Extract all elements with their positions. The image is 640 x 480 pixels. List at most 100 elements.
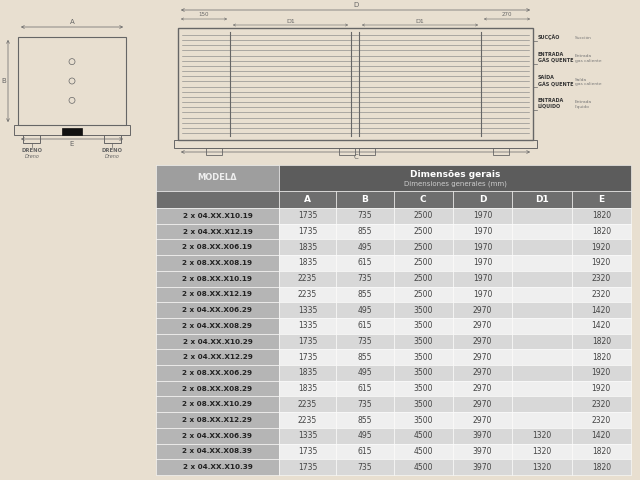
Bar bbox=[572, 255, 631, 271]
Text: 1835: 1835 bbox=[298, 384, 317, 393]
Text: 2500: 2500 bbox=[413, 258, 433, 267]
Text: DRENO: DRENO bbox=[22, 148, 42, 153]
Bar bbox=[394, 271, 453, 287]
Text: 3970: 3970 bbox=[473, 463, 492, 472]
Text: 855: 855 bbox=[358, 416, 372, 424]
Bar bbox=[572, 191, 631, 208]
Text: ENTRADA
LÍQUIDO: ENTRADA LÍQUIDO bbox=[538, 97, 564, 109]
Bar bbox=[572, 287, 631, 302]
Bar bbox=[394, 349, 453, 365]
Bar bbox=[279, 349, 336, 365]
Text: 3500: 3500 bbox=[413, 416, 433, 424]
Bar bbox=[512, 224, 572, 240]
Text: 615: 615 bbox=[358, 258, 372, 267]
Text: 495: 495 bbox=[358, 306, 372, 314]
Text: 735: 735 bbox=[358, 400, 372, 409]
Bar bbox=[394, 287, 453, 302]
Bar bbox=[512, 240, 572, 255]
Text: 2 x 08.XX.X06.19: 2 x 08.XX.X06.19 bbox=[182, 244, 253, 250]
Bar bbox=[453, 318, 512, 334]
Bar bbox=[572, 224, 631, 240]
Bar bbox=[394, 255, 453, 271]
Bar bbox=[279, 302, 336, 318]
Text: Saída
gas caliente: Saída gas caliente bbox=[575, 78, 602, 86]
Bar bbox=[453, 459, 512, 475]
Bar bbox=[156, 381, 279, 396]
Bar bbox=[156, 271, 279, 287]
Bar bbox=[336, 459, 394, 475]
Text: 2970: 2970 bbox=[473, 306, 492, 314]
Text: E: E bbox=[598, 195, 604, 204]
Text: 495: 495 bbox=[358, 369, 372, 377]
Text: 3970: 3970 bbox=[473, 447, 492, 456]
Text: D: D bbox=[353, 2, 358, 8]
Bar bbox=[453, 271, 512, 287]
Text: A: A bbox=[304, 195, 311, 204]
Text: 855: 855 bbox=[358, 290, 372, 299]
Bar bbox=[156, 165, 279, 191]
Text: 2500: 2500 bbox=[413, 211, 433, 220]
Text: 150: 150 bbox=[199, 12, 209, 17]
Text: Entrada
líquido: Entrada líquido bbox=[575, 100, 592, 109]
Text: B: B bbox=[1, 78, 6, 84]
Text: 2235: 2235 bbox=[298, 274, 317, 283]
Text: 1735: 1735 bbox=[298, 227, 317, 236]
Text: 2 x 08.XX.X10.29: 2 x 08.XX.X10.29 bbox=[182, 401, 252, 408]
Bar bbox=[512, 349, 572, 365]
Bar bbox=[512, 381, 572, 396]
Bar bbox=[394, 428, 453, 444]
Text: D1: D1 bbox=[535, 195, 549, 204]
Text: C: C bbox=[420, 195, 426, 204]
Text: Dreno: Dreno bbox=[24, 154, 40, 159]
Text: 2 x 04.XX.X10.39: 2 x 04.XX.X10.39 bbox=[182, 464, 252, 470]
Text: 1820: 1820 bbox=[592, 227, 611, 236]
Bar bbox=[156, 224, 279, 240]
Bar bbox=[453, 240, 512, 255]
Text: Dimensões gerais: Dimensões gerais bbox=[410, 169, 500, 179]
Text: 1970: 1970 bbox=[473, 227, 492, 236]
Text: 4500: 4500 bbox=[413, 463, 433, 472]
Text: A: A bbox=[70, 19, 74, 25]
Bar bbox=[512, 287, 572, 302]
Bar bbox=[572, 428, 631, 444]
Bar bbox=[156, 459, 279, 475]
Bar bbox=[336, 271, 394, 287]
Bar bbox=[572, 365, 631, 381]
Bar bbox=[394, 224, 453, 240]
Text: MODELΔ: MODELΔ bbox=[198, 173, 237, 182]
Bar bbox=[156, 412, 279, 428]
Text: 1320: 1320 bbox=[532, 447, 552, 456]
Text: 2500: 2500 bbox=[413, 243, 433, 252]
Bar bbox=[394, 240, 453, 255]
Text: 1970: 1970 bbox=[473, 274, 492, 283]
Bar bbox=[336, 208, 394, 224]
Text: 1920: 1920 bbox=[592, 258, 611, 267]
Text: 1420: 1420 bbox=[592, 306, 611, 314]
Text: 735: 735 bbox=[358, 463, 372, 472]
Text: 1820: 1820 bbox=[592, 463, 611, 472]
Bar bbox=[453, 349, 512, 365]
Bar bbox=[14, 125, 130, 135]
Bar bbox=[156, 255, 279, 271]
Bar bbox=[156, 396, 279, 412]
Text: 2 x 04.XX.X08.29: 2 x 04.XX.X08.29 bbox=[182, 323, 252, 329]
Text: ENTRADA
GÁS QUENTE: ENTRADA GÁS QUENTE bbox=[538, 52, 573, 63]
Bar bbox=[453, 365, 512, 381]
Bar bbox=[336, 381, 394, 396]
Bar bbox=[493, 148, 509, 155]
Text: Dimensiones generales (mm): Dimensiones generales (mm) bbox=[404, 180, 506, 187]
Text: 1320: 1320 bbox=[532, 463, 552, 472]
Bar bbox=[336, 240, 394, 255]
Text: 2235: 2235 bbox=[298, 400, 317, 409]
Text: 2 x 04.XX.X12.19: 2 x 04.XX.X12.19 bbox=[182, 228, 252, 235]
Bar bbox=[512, 396, 572, 412]
Bar bbox=[512, 428, 572, 444]
Bar bbox=[512, 208, 572, 224]
Bar bbox=[279, 318, 336, 334]
Text: 2235: 2235 bbox=[298, 416, 317, 424]
Bar bbox=[206, 148, 222, 155]
Text: 1335: 1335 bbox=[298, 321, 317, 330]
Bar bbox=[572, 208, 631, 224]
Text: 1920: 1920 bbox=[592, 369, 611, 377]
Text: 1820: 1820 bbox=[592, 211, 611, 220]
